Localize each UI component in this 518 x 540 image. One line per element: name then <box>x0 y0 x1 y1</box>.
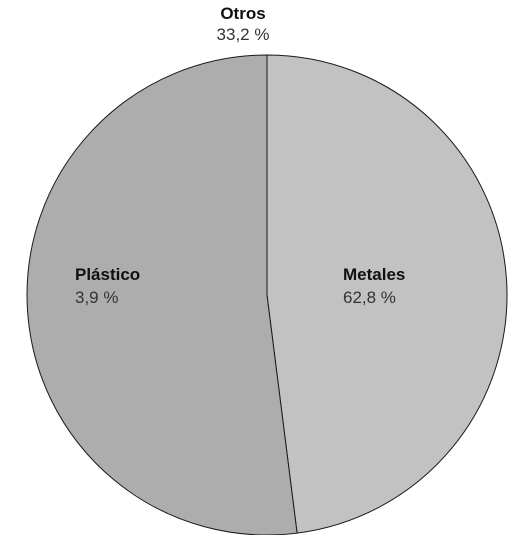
pie-slice-metales <box>266 54 508 534</box>
slice-name-metales: Metales <box>343 265 405 284</box>
slice-label-plastico: Plástico 3,9 % <box>75 265 140 307</box>
slice-name-otros: Otros <box>220 4 265 23</box>
labels-layer: Otros 33,2 % Plástico 3,9 % Metales 62,8… <box>75 4 405 307</box>
slice-name-plastico: Plástico <box>75 265 140 284</box>
slices-layer <box>26 54 508 536</box>
slice-value-metales: 62,8 % <box>343 288 396 307</box>
slice-label-otros: Otros 33,2 % <box>217 4 270 44</box>
pie-slice-plastico <box>26 54 298 536</box>
slice-label-metales: Metales 62,8 % <box>343 265 405 307</box>
slice-value-plastico: 3,9 % <box>75 288 118 307</box>
slice-value-otros: 33,2 % <box>217 25 270 44</box>
